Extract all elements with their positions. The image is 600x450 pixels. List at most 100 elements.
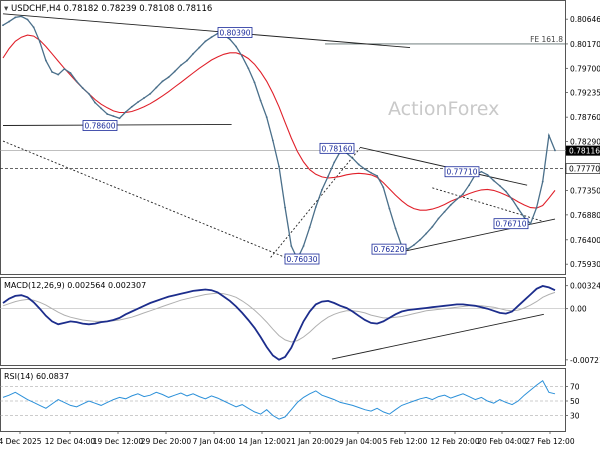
price-point (63, 67, 66, 70)
rsi-panel-frame (0, 368, 566, 432)
price-point (462, 193, 464, 195)
macd-series (2, 285, 556, 361)
dashed-level-marker (565, 163, 600, 174)
price-panel-frame (0, 0, 566, 275)
macd-signal-series (2, 291, 556, 343)
price-point (492, 179, 495, 182)
axis-layer: 0.80646 0.80170 0.79700 0.79235 0.78760 0.782… (0, 15, 600, 446)
price-point (505, 190, 507, 193)
x-tick-label: 12 Dec 04:00 (45, 437, 96, 446)
price-point (57, 73, 60, 76)
price-point (179, 64, 182, 67)
price-point (235, 45, 237, 48)
price-point (20, 15, 23, 18)
price-y-tick-label: 0.78290 (570, 138, 600, 147)
price-point (2, 24, 4, 27)
price-point (382, 186, 385, 189)
rsi-y-tick-label: 50 (570, 397, 580, 406)
price-point (265, 116, 268, 119)
upper-resistance-trendline (2, 13, 411, 49)
price-point (32, 26, 35, 29)
price-annotation-label: 0.80390 (219, 28, 250, 37)
price-annotation-label: 0.76710 (495, 220, 526, 229)
price-y-tick-label: 0.78760 (570, 113, 600, 122)
price-point (449, 204, 452, 206)
channel-dotted-line (432, 187, 544, 223)
moving-average-series (2, 34, 556, 211)
price-point (198, 46, 201, 49)
price-y-tick-label: 0.76400 (570, 236, 600, 245)
x-tick-label: 5 Feb 12:00 (383, 437, 428, 446)
falling-dotted-trendline (2, 140, 294, 261)
price-point (259, 99, 262, 102)
x-tick-label: 14 Jan 12:00 (238, 437, 286, 446)
macd-y-tick-label: -0.007214 (570, 356, 600, 365)
x-tick-label: 7 Jan 04:00 (193, 437, 236, 446)
macd-trendline (331, 313, 544, 360)
price-point (26, 18, 29, 21)
price-point (161, 80, 164, 83)
price-point (486, 173, 489, 176)
price-point (149, 92, 152, 95)
price-point (333, 161, 336, 164)
price-point (143, 97, 145, 99)
price-point (535, 206, 538, 209)
chart-header: ▾ USDCHF,H4 0.78182 0.78239 0.78108 0.78… (4, 4, 212, 14)
price-point (394, 227, 397, 230)
price-annotation-box (493, 218, 529, 230)
price-annotation-box (371, 243, 407, 255)
price-y-tick-label: 0.80170 (570, 40, 600, 49)
price-point (271, 139, 274, 142)
price-point (100, 107, 103, 110)
price-point (229, 38, 231, 41)
price-annotation-box (319, 142, 355, 154)
x-tick-label: 29 Jan 04:00 (334, 437, 382, 446)
price-point (321, 189, 323, 191)
price-layer: FE 161.8 0.80390 0.78600 0.78160 0.77710 0.76… (0, 13, 566, 265)
price-point (443, 210, 446, 213)
price-y-tick-label: 0.75930 (570, 260, 600, 269)
price-point (186, 59, 188, 62)
price-point (455, 198, 458, 201)
price-point (541, 180, 544, 183)
price-point (137, 101, 139, 104)
price-y-tick-label: 0.79235 (570, 89, 600, 98)
price-point (376, 174, 379, 177)
price-point (87, 92, 90, 95)
fe-level-label: FE 161.8 (530, 35, 563, 44)
price-point (498, 184, 501, 187)
price-point (517, 207, 520, 210)
price-annotation-box (82, 120, 118, 131)
rising-dotted-trendline (270, 148, 361, 258)
price-point (38, 40, 41, 43)
price-point (247, 67, 250, 70)
price-point (130, 105, 133, 108)
price-point (290, 245, 293, 247)
price-point (302, 245, 305, 247)
price-point (278, 165, 280, 168)
price-point (51, 71, 53, 73)
price-point (437, 217, 440, 220)
price-point (511, 198, 513, 201)
macd-y-tick-label: 0.00 (570, 305, 587, 314)
price-annotation-label: 0.76220 (373, 245, 404, 254)
price-point (431, 225, 434, 228)
price-annotation-label: 0.78600 (84, 121, 115, 130)
price-point (210, 36, 213, 39)
rsi-series (2, 379, 556, 420)
price-annotation-box (217, 27, 253, 38)
price-point (14, 16, 17, 19)
price-point (523, 216, 526, 219)
x-tick-label: 4 Dec 2025 (0, 437, 42, 446)
price-point (480, 170, 483, 173)
rsi-label: RSI(14) 60.0837 (4, 372, 69, 381)
price-point (94, 101, 96, 104)
price-point (419, 238, 421, 241)
macd-layer (0, 285, 566, 361)
x-tick-label: 12 Feb 20:00 (430, 437, 479, 446)
current-price-label: 0.78116 (569, 147, 600, 156)
price-point (363, 168, 366, 171)
price-point (173, 70, 176, 73)
price-point (124, 111, 127, 113)
